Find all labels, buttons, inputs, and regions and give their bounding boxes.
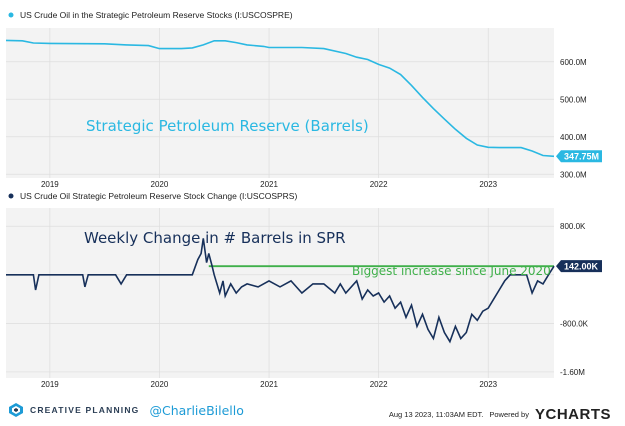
top-annotation: Strategic Petroleum Reserve (Barrels): [86, 117, 369, 135]
bottom-y-axis: -1.60M -800.0K 800.0K: [560, 222, 589, 377]
author-handle[interactable]: @CharlieBilello: [149, 402, 244, 418]
y-tick-label: 300.0M: [560, 170, 587, 179]
y-tick-label: -800.0K: [560, 319, 589, 328]
top-x-axis: 2019 2020 2021 2022 2023: [41, 180, 498, 189]
brand-name: CREATIVE PLANNING: [30, 405, 140, 415]
top-panel-bg: [6, 28, 554, 178]
footer-brand: CREATIVE PLANNING @CharlieBilello: [8, 402, 244, 418]
top-y-axis: 300.0M 400.0M 500.0M 600.0M: [560, 58, 587, 180]
x-tick-label: 2020: [151, 180, 169, 189]
x-tick-label: 2022: [370, 180, 388, 189]
reference-line-label: Biggest increase since June 2020: [352, 264, 551, 278]
y-tick-label: 500.0M: [560, 95, 587, 104]
timestamp: Aug 13 2023, 11:03AM EDT.: [388, 410, 484, 419]
x-tick-label: 2020: [151, 380, 169, 389]
x-tick-label: 2019: [41, 180, 59, 189]
bottom-x-axis: 2019 2020 2021 2022 2023: [41, 380, 498, 389]
powered-by-text: Powered by: [489, 410, 529, 419]
y-tick-label: 600.0M: [560, 58, 587, 67]
x-tick-label: 2019: [41, 380, 59, 389]
top-chart-title[interactable]: US Crude Oil in the Strategic Petroleum …: [20, 10, 293, 20]
bottom-last-value-badge: 142.00K: [556, 260, 602, 273]
ycharts-logo-text: YCHARTS: [534, 406, 611, 423]
bottom-legend-marker: [8, 193, 14, 199]
bottom-chart-title[interactable]: US Crude Oil Strategic Petroleum Reserve…: [20, 191, 297, 201]
x-tick-label: 2021: [260, 180, 278, 189]
y-tick-label: 400.0M: [560, 133, 587, 142]
y-tick-label: 800.0K: [560, 222, 586, 231]
top-legend-marker: [8, 12, 14, 18]
footer-attribution: Aug 13 2023, 11:03AM EDT. Powered by YCH…: [389, 406, 611, 423]
creative-planning-logo-icon: [9, 403, 23, 417]
top-last-value-text: 347.75M: [564, 151, 599, 161]
bottom-annotation: Weekly Change in # Barrels in SPR: [84, 229, 346, 247]
x-tick-label: 2021: [260, 380, 278, 389]
spr-weekly-change-line: [6, 238, 555, 344]
x-tick-label: 2022: [370, 380, 388, 389]
x-tick-label: 2023: [479, 180, 497, 189]
bottom-panel-bg: [6, 208, 554, 378]
x-tick-label: 2023: [479, 380, 497, 389]
chart-canvas: US Crude Oil in the Strategic Petroleum …: [5, 10, 602, 389]
ycharts-logo[interactable]: YCHARTS: [535, 406, 611, 423]
y-tick-label: -1.60M: [560, 368, 585, 377]
top-last-value-badge: 347.75M: [556, 150, 602, 163]
top-grid: [6, 28, 554, 178]
bottom-grid: [6, 208, 554, 378]
bottom-last-value-text: 142.00K: [564, 261, 599, 271]
spr-stocks-line: [5, 39, 555, 158]
